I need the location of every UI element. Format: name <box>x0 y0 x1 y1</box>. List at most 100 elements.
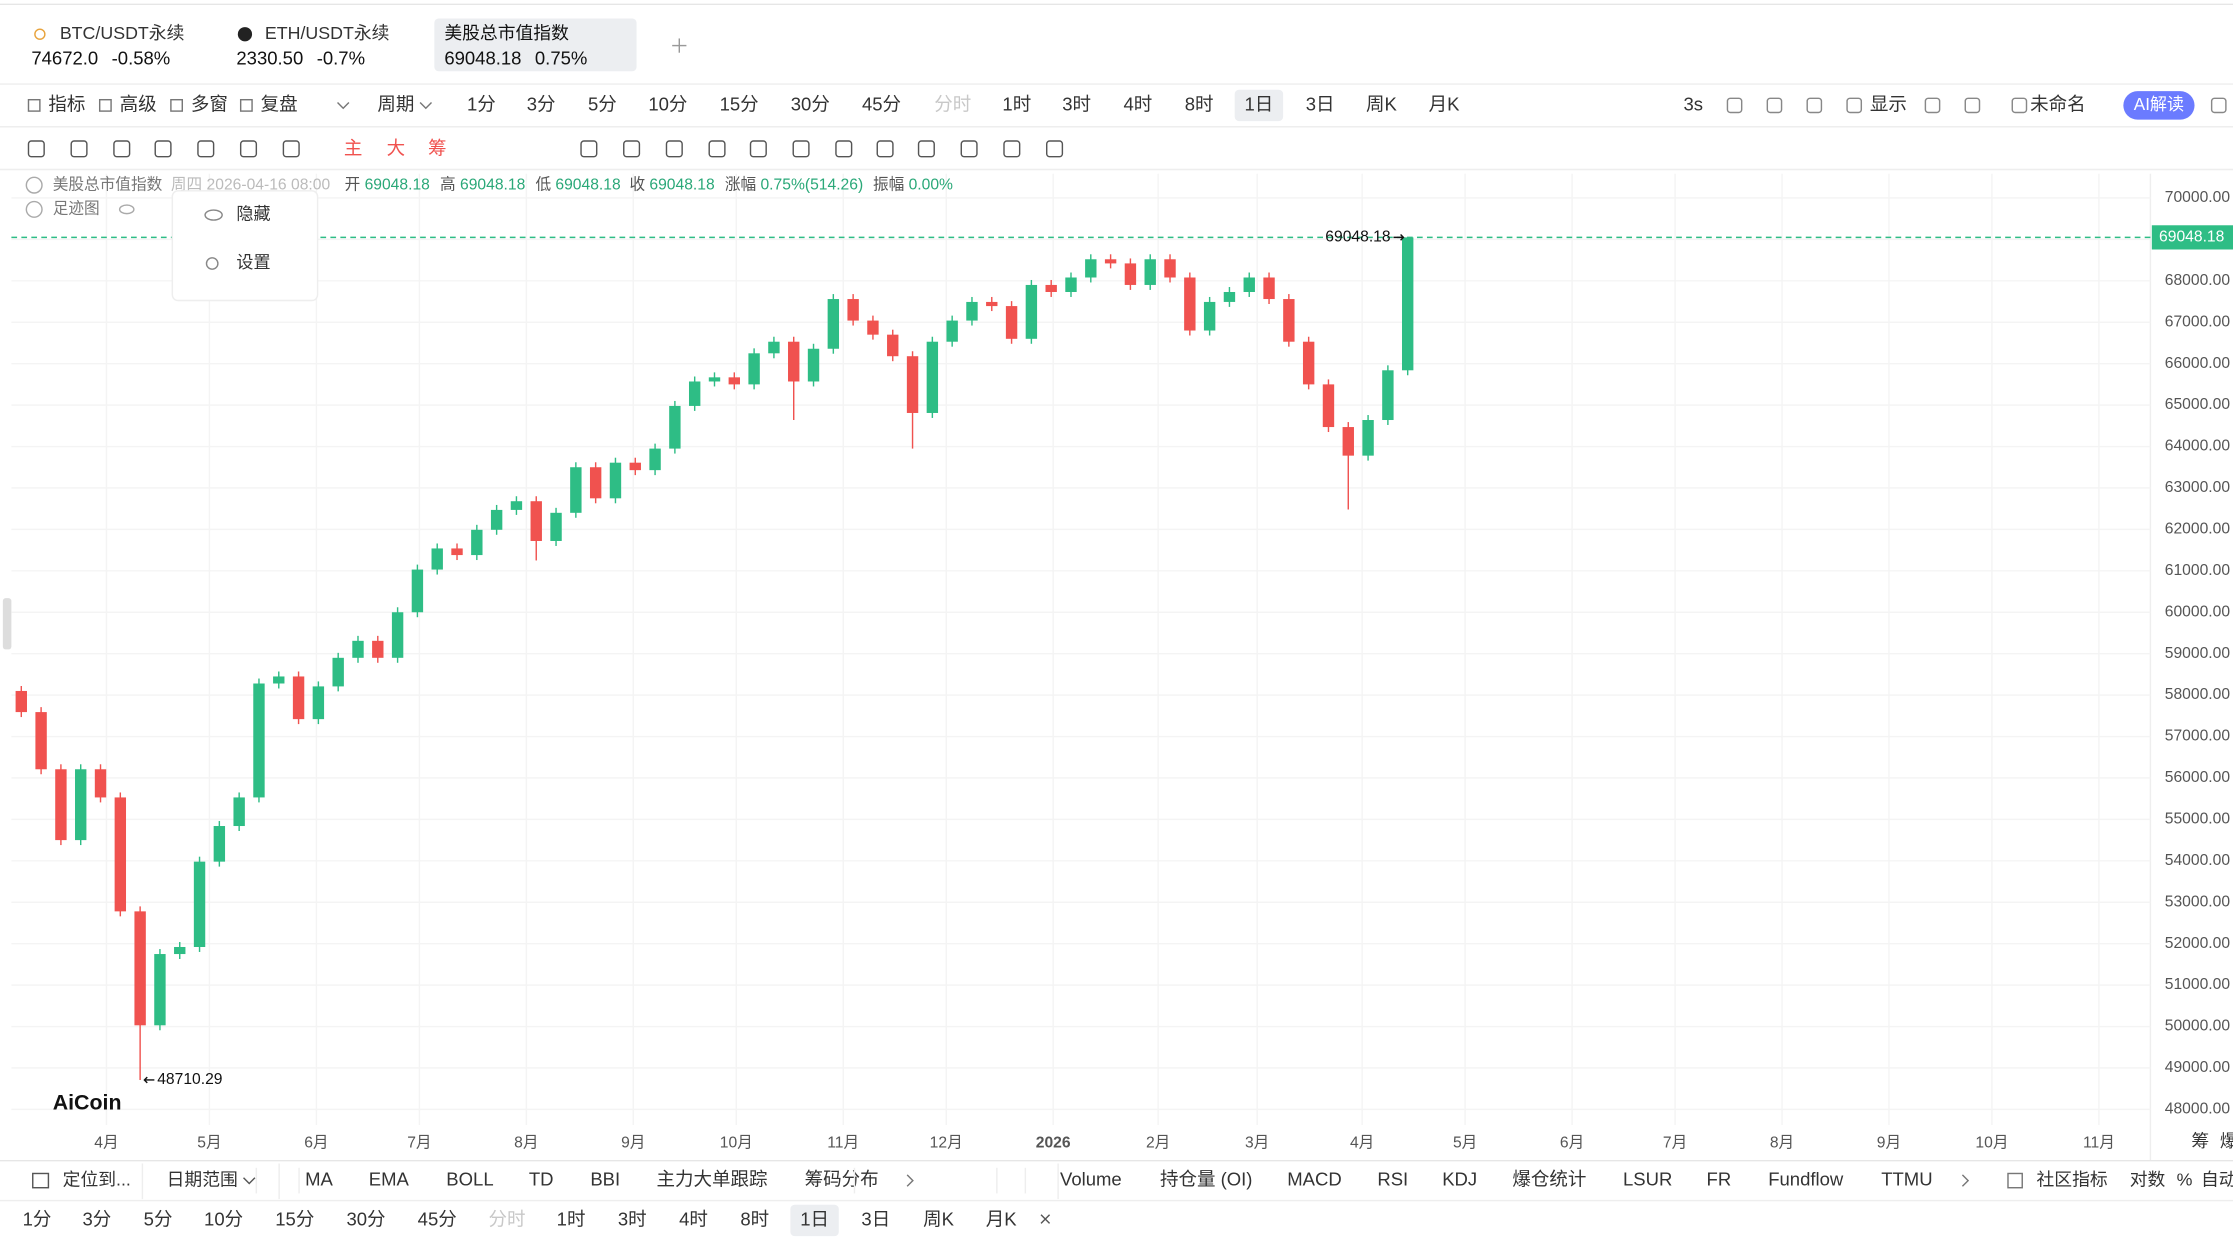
period-button[interactable]: 45分 <box>418 1208 457 1229</box>
date-range[interactable]: 日期范围 <box>167 1169 238 1189</box>
toolbar-item[interactable]: 复盘 <box>261 93 298 114</box>
period-button[interactable]: 3分 <box>82 1208 111 1229</box>
period-button[interactable]: 4时 <box>1123 93 1152 114</box>
period-button[interactable]: 1日 <box>800 1208 829 1229</box>
period-button[interactable]: 8时 <box>1185 93 1214 114</box>
period-button[interactable]: 周K <box>1366 93 1398 114</box>
toolbar-item[interactable]: 周期 <box>377 93 414 114</box>
toolbar-item[interactable]: 高级 <box>120 93 157 114</box>
indicator-button[interactable]: FR <box>1707 1168 1732 1189</box>
draw-tool[interactable]: 主 <box>344 137 363 158</box>
period-button[interactable]: 30分 <box>346 1208 385 1229</box>
indicator-button[interactable]: TD <box>529 1168 554 1189</box>
draw-tool-icon[interactable] <box>197 140 215 158</box>
draw-tool-icon[interactable] <box>70 140 88 158</box>
period-button[interactable]: 3日 <box>1306 93 1335 114</box>
period-button[interactable]: 10分 <box>648 93 687 114</box>
add-tab[interactable] <box>672 38 687 53</box>
toolbar-item[interactable]: 自动 <box>2201 1169 2233 1189</box>
period-button[interactable]: 15分 <box>275 1208 314 1229</box>
draw-tool[interactable]: 筹 <box>428 137 447 158</box>
period-button[interactable]: 1分 <box>467 93 496 114</box>
draw-tool-icon[interactable] <box>239 140 258 158</box>
draw-tool-icon[interactable] <box>835 140 853 158</box>
side-handle[interactable] <box>2 598 12 650</box>
draw-tool-icon[interactable] <box>1003 140 1021 158</box>
period-button[interactable]: 10分 <box>204 1208 243 1229</box>
indicator-button[interactable]: MACD <box>1287 1168 1341 1189</box>
draw-tool-icon[interactable] <box>708 140 726 158</box>
icon[interactable] <box>2011 97 2028 114</box>
indicator-button[interactable]: Fundflow <box>1768 1168 1844 1189</box>
toolbar-item[interactable]: % <box>2177 1169 2193 1189</box>
period-button[interactable]: 月K <box>1429 93 1461 114</box>
draw-tool-icon[interactable] <box>1046 140 1064 158</box>
chevron[interactable] <box>1961 1174 1970 1187</box>
toolbar-item[interactable]: 未命名 <box>2030 93 2086 114</box>
toolbar-item[interactable]: 多窗 <box>191 93 228 114</box>
icon[interactable] <box>1924 97 1941 114</box>
icon[interactable] <box>1964 97 1981 114</box>
indicator-button[interactable]: BBI <box>590 1168 620 1189</box>
indicator-button[interactable]: 持仓量 (OI) <box>1160 1168 1252 1189</box>
draw-tool-icon[interactable] <box>580 140 598 158</box>
indicator-button[interactable]: MA <box>305 1168 333 1189</box>
icon[interactable] <box>1726 97 1743 114</box>
draw-tool-icon[interactable] <box>623 140 641 158</box>
period-button[interactable]: 45分 <box>862 93 901 114</box>
period-button[interactable]: 1时 <box>557 1208 586 1229</box>
draw-tool-icon[interactable] <box>282 140 300 158</box>
period-button[interactable]: 5分 <box>144 1208 173 1229</box>
indicator-button[interactable]: 主力大单跟踪 <box>657 1168 768 1189</box>
draw-tool-icon[interactable] <box>154 140 172 158</box>
ai-button[interactable]: AI解读 <box>2134 95 2184 114</box>
side-label[interactable]: 爆 <box>2220 1131 2233 1151</box>
draw-tool-icon[interactable] <box>665 140 683 158</box>
icon[interactable] <box>1806 97 1823 114</box>
period-button[interactable]: 4时 <box>679 1208 708 1229</box>
toolbar-item[interactable]: 对数 <box>2130 1169 2166 1189</box>
chevron[interactable] <box>906 1174 914 1187</box>
ai-button-bg[interactable] <box>2123 91 2195 120</box>
icon[interactable] <box>1846 97 1863 114</box>
period-button[interactable]: 5分 <box>588 93 617 114</box>
indicator-button[interactable]: Volume <box>1060 1168 1122 1189</box>
indicator-button[interactable]: RSI <box>1377 1168 1408 1189</box>
draw-tool-icon[interactable] <box>917 140 935 158</box>
toolbar-item[interactable]: 社区指标 <box>2036 1169 2107 1189</box>
period-button[interactable]: 1时 <box>1002 93 1031 114</box>
period-button[interactable]: 3时 <box>618 1208 647 1229</box>
toolbar-item[interactable]: 显示 <box>1870 93 1907 114</box>
period-button[interactable]: 30分 <box>791 93 830 114</box>
period-button[interactable]: 15分 <box>720 93 759 114</box>
tab-name[interactable]: 美股总市值指数 <box>444 23 569 43</box>
indicator-button[interactable]: LSUR <box>1623 1168 1672 1189</box>
draw-tool[interactable]: 大 <box>387 137 406 158</box>
period-button[interactable]: 周K <box>923 1208 955 1229</box>
icon[interactable] <box>2210 97 2227 114</box>
draw-tool-icon[interactable] <box>27 140 45 158</box>
period-button[interactable]: 分时 <box>488 1208 525 1229</box>
indicator-button[interactable]: EMA <box>369 1168 410 1189</box>
indicator-button[interactable]: TTMU <box>1881 1168 1932 1189</box>
side-label[interactable]: 筹 <box>2191 1131 2209 1151</box>
indicator-button[interactable]: 爆仓统计 <box>1512 1168 1586 1189</box>
period-button[interactable]: 1日 <box>1245 93 1274 114</box>
period-button[interactable]: 月K <box>986 1208 1018 1229</box>
draw-tool-icon[interactable] <box>960 140 978 158</box>
period-button[interactable]: 8时 <box>740 1208 769 1229</box>
period-button[interactable]: 3日 <box>861 1208 890 1229</box>
period-button[interactable]: 3时 <box>1062 93 1091 114</box>
menu-item[interactable]: 设置 <box>236 253 270 272</box>
draw-tool-icon[interactable] <box>876 140 894 158</box>
draw-tool-icon[interactable] <box>113 140 131 158</box>
menu-item[interactable]: 隐藏 <box>236 205 270 224</box>
locate-button[interactable]: 定位到... <box>63 1169 131 1189</box>
draw-tool-icon[interactable] <box>749 140 767 158</box>
period-button[interactable]: 分时 <box>934 93 971 114</box>
draw-tool-icon[interactable] <box>792 140 810 158</box>
icon[interactable] <box>1766 97 1783 114</box>
toolbar-item[interactable]: 3s <box>1683 93 1703 114</box>
tab-name[interactable]: ETH/USDT永续 <box>265 23 390 43</box>
period-button[interactable]: 3分 <box>527 93 556 114</box>
